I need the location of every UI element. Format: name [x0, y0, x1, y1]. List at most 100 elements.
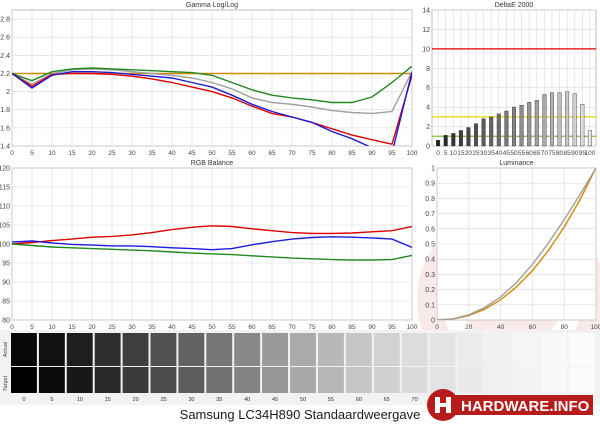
x-tick-label: 5 — [444, 150, 448, 157]
swatch-target — [178, 367, 205, 393]
deltae-bar — [512, 106, 517, 147]
x-tick-label: 90 — [368, 324, 376, 331]
x-tick-label: 80 — [561, 324, 569, 331]
series-line-green — [12, 243, 412, 261]
y-tick-label: 80 — [2, 318, 10, 325]
swatch-actual — [429, 333, 456, 366]
x-tick-label: 20 — [88, 150, 96, 157]
swatch-label: 30 — [188, 397, 194, 403]
chart-title: Gamma Log/Log — [186, 2, 238, 9]
x-tick-label: 85 — [348, 324, 356, 331]
swatch-actual — [94, 333, 121, 366]
x-tick-label: 75 — [548, 150, 556, 157]
deltae-bar — [572, 93, 577, 147]
y-tick-label: 2.6 — [0, 35, 10, 42]
swatch-target — [513, 367, 540, 393]
swatch-target — [318, 367, 344, 393]
swatch-target — [11, 367, 37, 393]
deltae-bar — [458, 130, 463, 147]
y-tick-label: 100 — [0, 242, 10, 249]
x-tick-label: 35 — [148, 150, 156, 157]
swatch-actual — [150, 333, 177, 366]
y-tick-label: 1 — [431, 166, 435, 173]
swatch-target — [122, 367, 149, 393]
y-tick-label: 0.2 — [425, 287, 435, 294]
y-tick-label: 115 — [0, 185, 10, 192]
chart-title: DeltaE 2000 — [495, 2, 534, 9]
swatch-target — [290, 367, 316, 393]
y-tick-label: 0.5 — [425, 242, 435, 249]
deltae-bar — [542, 94, 547, 147]
swatch-actual — [122, 333, 149, 366]
y-tick-label: 10 — [422, 46, 430, 53]
x-tick-label: 85 — [348, 150, 356, 157]
swatch-actual — [206, 333, 233, 366]
swatch-label: 55 — [328, 397, 334, 403]
swatch-label: 10 — [77, 397, 83, 403]
y-tick-label: 4 — [426, 105, 430, 112]
deltae-bar — [451, 133, 456, 147]
x-tick-label: 45 — [188, 150, 196, 157]
deltae-bar — [466, 127, 471, 147]
deltae-bar — [504, 110, 509, 147]
chart-title: Luminance — [499, 160, 533, 167]
swatch-target — [569, 367, 595, 393]
swatch-actual — [38, 333, 65, 366]
swatch-label: 20 — [133, 397, 139, 403]
logo-h-icon — [435, 397, 451, 413]
swatch-label: 0 — [22, 397, 25, 403]
swatch-target — [262, 367, 288, 393]
y-tick-label: 0.4 — [425, 257, 435, 264]
x-tick-label: 80 — [328, 150, 336, 157]
grayscale-swatches: Actual Target 0 5 10 15 20 25 30 35 40 45 50 55 60 65 70 — [0, 330, 600, 405]
x-tick-label: 65 — [268, 324, 276, 331]
swatch-label: 25 — [160, 397, 166, 403]
deltae-bar — [534, 100, 539, 147]
gamma-chart: Gamma Log/Log 1.4 1.6 1.8 2 2.2 2.4 2.6 2.8 0 5 10 1… — [0, 2, 418, 157]
x-tick-label: 90 — [571, 150, 579, 157]
y-tick-label: 0.9 — [425, 181, 435, 188]
deltae-bar — [580, 103, 585, 147]
x-tick-label: 70 — [541, 150, 549, 157]
x-tick-label: 0 — [435, 324, 439, 331]
y-tick-label: 2.2 — [0, 71, 10, 78]
swatch-label: 40 — [244, 397, 250, 403]
x-tick-label: 45 — [503, 150, 511, 157]
x-tick-label: 90 — [368, 150, 376, 157]
y-tick-label: 2 — [426, 124, 430, 131]
x-tick-label: 50 — [208, 150, 216, 157]
x-tick-label: 70 — [288, 324, 296, 331]
x-tick-label: 5 — [30, 150, 34, 157]
x-tick-label: 15 — [68, 150, 76, 157]
swatch-target — [457, 367, 484, 393]
x-tick-label: 45 — [188, 324, 196, 331]
x-tick-label: 55 — [518, 150, 526, 157]
y-tick-label: 0.8 — [425, 196, 435, 203]
swatch-actual — [373, 333, 400, 366]
x-tick-label: 0 — [10, 324, 14, 331]
x-tick-label: 20 — [88, 324, 96, 331]
x-tick-label: 30 — [128, 324, 136, 331]
x-tick-label: 100 — [407, 150, 418, 157]
swatch-label: 45 — [272, 397, 278, 403]
swatch-label: 35 — [216, 397, 222, 403]
x-tick-label: 35 — [488, 150, 496, 157]
hardware-info-logo: HARDWARE.INFO — [427, 389, 593, 421]
swatch-target — [541, 367, 568, 393]
x-tick-label: 80 — [556, 150, 564, 157]
x-tick-label: 50 — [208, 324, 216, 331]
y-tick-label: 120 — [0, 166, 10, 173]
x-tick-label: 60 — [248, 150, 256, 157]
swatch-actual — [290, 333, 316, 366]
x-tick-label: 100 — [591, 324, 600, 331]
x-tick-label: 55 — [228, 150, 236, 157]
swatch-actual — [569, 333, 595, 366]
y-tick-label: 0.7 — [425, 211, 435, 218]
y-tick-label: 8 — [426, 66, 430, 73]
x-tick-label: 75 — [308, 324, 316, 331]
y-tick-label: 14 — [422, 8, 430, 15]
y-tick-label: 2.8 — [0, 17, 10, 24]
deltae-bar — [587, 130, 592, 147]
y-tick-label: 105 — [0, 223, 10, 230]
x-tick-label: 0 — [436, 150, 440, 157]
